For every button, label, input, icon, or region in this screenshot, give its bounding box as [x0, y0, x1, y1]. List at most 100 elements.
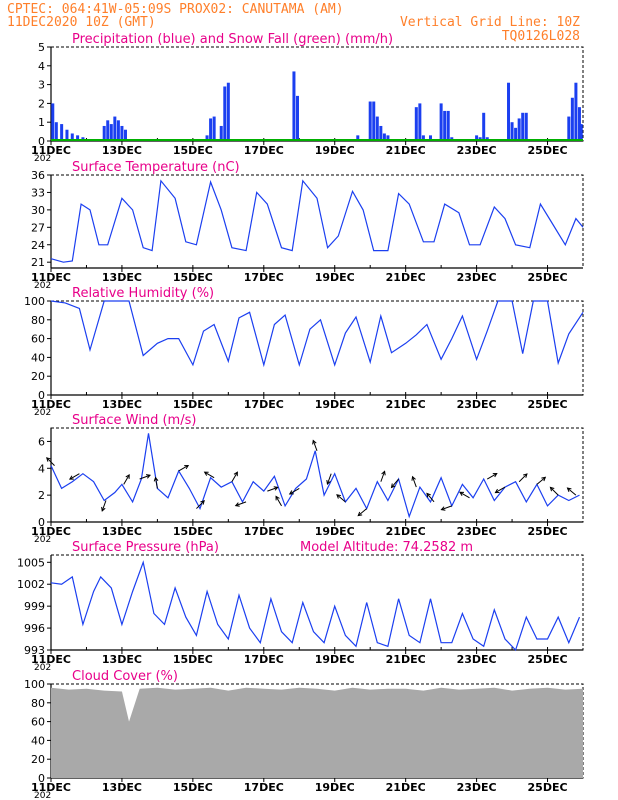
wind-arrow-head: [411, 475, 416, 481]
wind-arrow: [312, 440, 318, 451]
y-tick-label: 4: [38, 462, 45, 475]
precip-bar: [379, 125, 383, 141]
series-line: [50, 560, 581, 652]
y-tick-label: 40: [31, 734, 45, 747]
run-date: 11DEC2020 10Z (GMT): [7, 15, 156, 30]
panel-title: Cloud Cover (%): [72, 669, 178, 684]
wind-arrow: [178, 465, 189, 472]
precip-bar: [514, 127, 518, 141]
precip-bar: [116, 120, 120, 141]
panel-title: Surface Wind (m/s): [72, 413, 196, 428]
x-tick-label: 23DEC: [457, 525, 497, 538]
y-tick-label: 30: [31, 204, 45, 217]
x-tick-label: 25DEC: [528, 144, 568, 157]
wind-arrow-head: [68, 475, 74, 480]
precip-bar: [439, 103, 443, 141]
precip-bar: [382, 133, 386, 141]
wind-arrow-head: [522, 473, 528, 478]
wind-arrow-head: [200, 500, 205, 505]
wind-arrow-head: [125, 473, 130, 479]
y-tick-label: 4: [38, 60, 45, 73]
wind-arrow-head: [336, 494, 341, 499]
x-tick-label: 17DEC: [244, 271, 284, 284]
wind-arrow: [154, 477, 158, 489]
wind-arrow: [412, 476, 417, 488]
model-code: TQ0126L028: [502, 29, 580, 44]
y-tick-label: 0: [38, 516, 45, 529]
wind-arrow-head: [46, 457, 51, 462]
station-location: CPTEC: 064:41W-05:09S PROX02: CANUTAMA (…: [7, 2, 344, 17]
x-tick-label: 11DEC: [31, 398, 71, 411]
wind-arrow-head: [233, 471, 238, 477]
panel-precip: 0 1 2 3 4 5 11DEC 13DEC 15DEC 17DEC 19DEC 21DEC 23DE…: [31, 32, 584, 164]
wind-arrow-head: [541, 476, 547, 482]
precip-bar: [574, 82, 578, 141]
x-tick-label: 11DEC: [31, 144, 71, 157]
precip-bar: [414, 107, 418, 141]
y-tick-label: 2: [38, 489, 45, 502]
y-tick-label: 60: [31, 333, 45, 346]
x-tick-label: 23DEC: [457, 653, 497, 666]
wind-arrow: [459, 491, 470, 499]
wind-arrow-head: [203, 471, 209, 476]
precip-bar: [209, 118, 213, 141]
plot-frame: [50, 427, 584, 523]
x-tick-label: 11DEC: [31, 525, 71, 538]
precip-bar: [295, 95, 299, 141]
x-year-label: 202: [34, 408, 51, 418]
y-tick-label: 6: [38, 435, 45, 448]
precip-bar: [212, 116, 216, 141]
precip-bar: [109, 124, 113, 141]
x-year-label: 202: [34, 154, 51, 164]
wind-arrow: [518, 473, 528, 483]
precip-bar: [205, 135, 209, 141]
x-tick-label: 17DEC: [244, 525, 284, 538]
precip-bar: [482, 112, 486, 141]
x-tick-label: 25DEC: [528, 653, 568, 666]
wind-arrow-head: [357, 511, 363, 517]
x-tick-label: 19DEC: [315, 653, 355, 666]
precip-bar: [70, 133, 74, 141]
y-tick-label: 100: [24, 678, 45, 691]
precip-bar: [54, 122, 58, 141]
panel-title: Surface Temperature (nC): [72, 160, 240, 175]
precip-bar: [418, 103, 422, 141]
wind-arrow: [326, 473, 332, 485]
x-tick-label: 19DEC: [315, 144, 355, 157]
wind-arrow-head: [184, 464, 190, 470]
x-tick-label: 17DEC: [244, 144, 284, 157]
wind-arrow-head: [566, 487, 572, 492]
y-tick-label: 2: [38, 97, 45, 110]
x-year-label: 202: [34, 535, 51, 545]
wind-arrow-head: [492, 473, 498, 478]
wind-arrow: [550, 487, 559, 496]
wind-arrow-head: [145, 474, 151, 479]
precip-bar: [567, 116, 571, 141]
precip-bar: [368, 101, 372, 141]
precip-bar: [524, 112, 528, 141]
x-tick-label: 17DEC: [244, 781, 284, 794]
precip-bar: [386, 135, 390, 141]
wind-arrow: [204, 471, 215, 479]
x-tick-label: 15DEC: [173, 398, 213, 411]
wind-arrow: [235, 501, 247, 507]
wind-arrow: [46, 457, 55, 466]
x-tick-label: 11DEC: [31, 653, 71, 666]
plot-frame: [50, 174, 584, 269]
wind-arrow: [289, 487, 300, 495]
y-tick-label: 40: [31, 351, 45, 364]
y-tick-label: 21: [31, 256, 45, 269]
precip-bar: [292, 71, 296, 141]
wind-arrow: [139, 474, 151, 480]
precip-bar: [123, 129, 127, 141]
y-tick-label: 20: [31, 753, 45, 766]
x-tick-label: 23DEC: [457, 398, 497, 411]
x-tick-label: 15DEC: [173, 525, 213, 538]
precip-bar: [76, 135, 80, 141]
y-tick-label: 3: [38, 79, 45, 92]
wind-arrow-head: [494, 488, 500, 494]
wind-arrow-head: [234, 502, 240, 507]
wind-arrow: [380, 471, 386, 482]
x-tick-label: 13DEC: [102, 144, 142, 157]
precip-bar: [223, 86, 227, 141]
